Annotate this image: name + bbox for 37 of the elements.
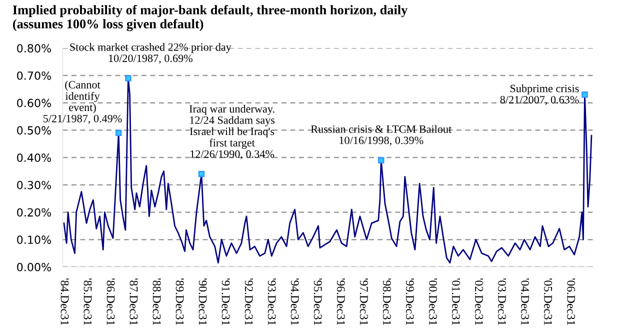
x-tick-label: '06.Dec31	[567, 278, 576, 326]
x-tick-label: '94.Dec31	[290, 278, 299, 326]
x-tick-label: '02.Dec31	[474, 278, 483, 326]
x-tick-label: '95.Dec31	[314, 278, 322, 326]
y-tick-label: 0.10%	[17, 236, 51, 244]
y-tick-label: 0.40%	[17, 154, 51, 162]
x-tick-label: '96.Dec31	[336, 278, 345, 326]
x-tick-label: '00.Dec31	[428, 278, 437, 326]
x-tick-label: '91.Dec31	[222, 278, 230, 326]
y-tick-label: 0.30%	[17, 180, 51, 190]
x-tick-label: '98.Dec31	[382, 278, 391, 326]
x-tick-label: '93.Dec31	[268, 278, 276, 326]
x-tick-label: '03.Dec31	[498, 278, 506, 326]
annotation: Iraq war underway. 12/24 Saddam says Israel will be Iraq's first target 12/26/1990, 0.34%	[189, 104, 275, 160]
x-tick-label: '92.Dec31	[244, 278, 253, 326]
y-tick-label: 0.80%	[17, 44, 51, 53]
x-tick-label: '86.Dec31	[106, 278, 115, 326]
y-tick-label: 0.00%	[17, 262, 51, 272]
y-tick-label: 0.50%	[17, 126, 51, 135]
chart-title: Implied probability of major-bank default, three-month horizon, daily (assumes 100% loss given default)	[12, 4, 408, 32]
x-tick-label: '05.Dec31	[544, 278, 552, 326]
annotation: Subprime crisis 8/21/2007, 0.63%	[500, 84, 579, 106]
x-tick-label: '90.Dec31	[198, 278, 207, 326]
x-tick-label: '87.Dec31	[130, 278, 138, 326]
x-tick-label: '01.Dec31	[452, 278, 460, 326]
y-tick-label: 0.20%	[17, 208, 51, 217]
y-tick-label: 0.60%	[17, 98, 51, 108]
x-tick-label: '85.Dec31	[84, 278, 92, 326]
x-tick-label: '84.Dec31	[60, 278, 69, 326]
annotation: Stock market crashed 22% prior day 10/20/1987, 0.69%	[70, 42, 232, 64]
x-tick-label: '89.Dec31	[176, 278, 184, 326]
x-tick-label: '97.Dec31	[360, 278, 368, 326]
y-tick-label: 0.70%	[17, 71, 51, 80]
x-tick-label: '88.Dec31	[152, 278, 161, 326]
annotation: Russian crisis & LTCM Bailout 10/16/1998, 0.39%	[310, 125, 452, 146]
x-tick-label: '04.Dec31	[521, 278, 530, 326]
x-tick-label: '99.Dec31	[406, 278, 414, 326]
